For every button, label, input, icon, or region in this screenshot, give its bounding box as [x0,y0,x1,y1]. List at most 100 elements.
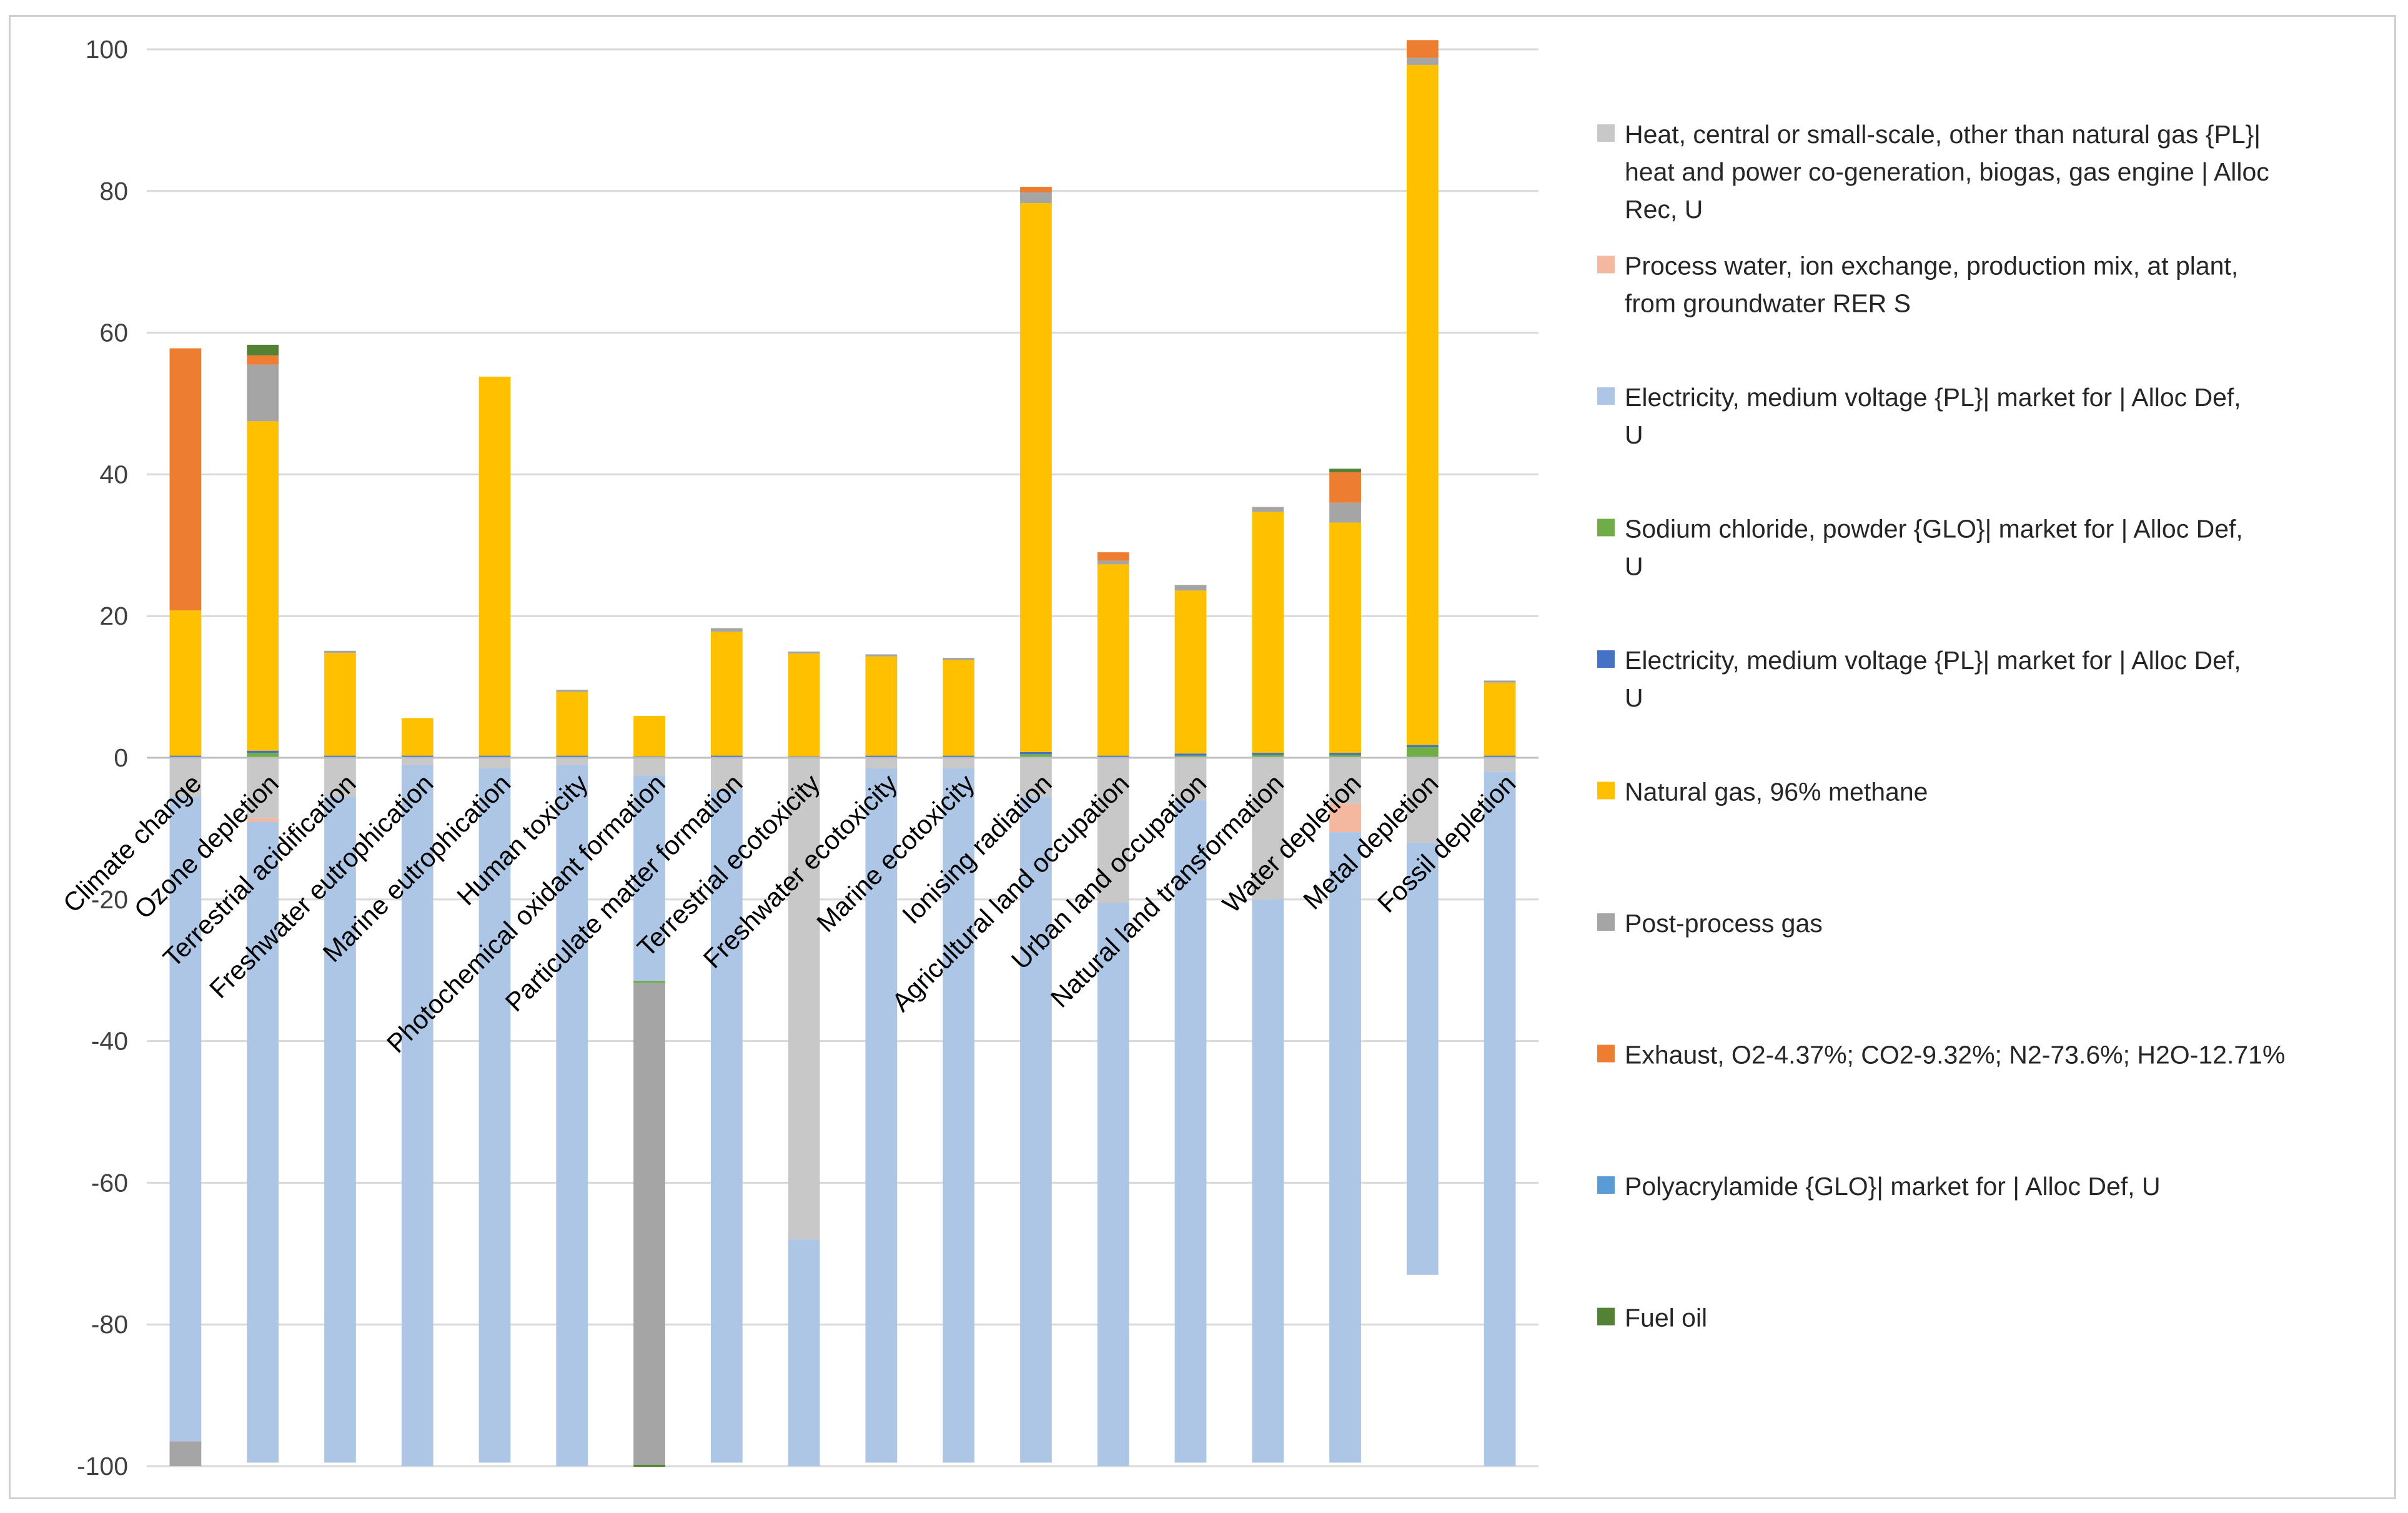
bar-segment [1174,755,1207,758]
bar-segment [169,610,202,756]
legend-label: from groundwater RER S [1625,289,1911,318]
bar-segment [633,981,665,983]
bar-segment [169,796,202,1442]
bar-segment [633,758,665,776]
bar-segment [1329,472,1361,503]
bars [169,40,1516,1467]
y-tick-label: -60 [91,1168,128,1197]
bar-segment [633,1464,665,1467]
bar-segment [710,632,743,756]
y-tick-label: -80 [91,1310,128,1339]
legend-label: heat and power co-generation, biogas, ga… [1625,157,2269,186]
legend-item: Sodium chloride, powder {GLO}| market fo… [1597,515,2243,581]
legend-label: Electricity, medium voltage {PL}| market… [1625,383,2241,412]
bar-segment [1097,758,1129,903]
bar-segment [943,755,975,758]
y-tick-label: 60 [99,319,128,347]
bar-segment [1174,753,1207,756]
bar-segment [1484,755,1516,758]
bar-segment [1329,522,1361,753]
bar-segment [1406,57,1439,65]
bar-segment [247,821,279,1463]
bar-segment [169,758,202,797]
bar-segment [247,355,279,365]
legend-swatch [1597,1044,1615,1063]
bar-segment [710,758,743,790]
bar-segment [1097,564,1129,756]
bar-segment [1097,755,1129,758]
bar-segment [324,755,356,758]
legend-label: Natural gas, 96% methane [1625,778,1928,806]
bar-segment [943,758,975,769]
bar-segment [1020,186,1052,193]
bar-segment [478,758,511,769]
bar-segment [865,758,898,769]
bar-segment [1020,758,1052,797]
legend-item: Electricity, medium voltage {PL}| market… [1597,383,2241,449]
legend-item: Electricity, medium voltage {PL}| market… [1597,646,2241,712]
bar-segment [247,818,279,822]
bar-segment [1174,800,1207,1463]
bar-segment [247,364,279,422]
y-tick-label: -40 [91,1027,128,1056]
bar-segment [1406,745,1439,747]
bar-segment [788,653,820,756]
bar-segment [324,796,356,1463]
legend-label: U [1625,552,1643,581]
bar-segment [1097,903,1129,1466]
bar-segment [1252,899,1284,1463]
legend-label: Electricity, medium voltage {PL}| market… [1625,646,2241,675]
bar-segment [169,348,202,611]
bar-segment [1020,796,1052,1463]
legend-swatch [1597,650,1615,668]
bar-segment [324,758,356,797]
bar-segment [247,758,279,818]
bar-segment [788,651,820,654]
bar-segment [556,755,588,758]
bar-segment [710,790,743,1463]
bar-segment [1406,758,1439,843]
bar-segment [1329,502,1361,523]
bar-segment [710,628,743,632]
bar-segment [1174,590,1207,754]
legend-label: Heat, central or small-scale, other than… [1625,120,2261,149]
bar-segment [1329,469,1361,472]
bar-segment [1252,758,1284,900]
legend-label: Process water, ion exchange, production … [1625,252,2238,280]
bar-segment [556,690,588,692]
bar-segment [1097,552,1129,561]
legend-item: Heat, central or small-scale, other than… [1597,120,2269,224]
legend-label: Polyacrylamide {GLO}| market for | Alloc… [1625,1172,2161,1201]
bar-segment [556,758,588,765]
y-tick-label: 80 [99,177,128,206]
bar-segment [865,755,898,758]
bar-segment [633,716,665,756]
legend-swatch [1597,387,1615,405]
bar-segment [1406,40,1439,58]
bar-segment [324,653,356,756]
bar-segment [788,1239,820,1466]
legend-swatch [1597,913,1615,931]
y-axis: 100 80 60 40 20 0 -20 -40 -60 -80 -100 [77,35,128,1481]
bar-segment [478,768,511,1463]
bar-segment [943,658,975,660]
bar-segment [1252,507,1284,512]
y-tick-label: 40 [99,460,128,489]
legend-swatch [1597,1176,1615,1194]
bar-segment [169,755,202,758]
y-tick-label: 0 [114,743,128,772]
bar-segment [247,753,279,758]
bar-segment [865,654,898,657]
legend-label: Fuel oil [1625,1304,1707,1332]
legend-swatch [1597,124,1615,142]
bar-segment [1484,758,1516,772]
bar-segment [1484,771,1516,1466]
legend-item: Fuel oil [1597,1304,1707,1332]
bar-segment [1020,203,1052,752]
legend-label: U [1625,420,1643,449]
bar-segment [865,656,898,756]
legend-label: Sodium chloride, powder {GLO}| market fo… [1625,515,2243,543]
bar-segment [1252,753,1284,755]
bar-segment [1329,758,1361,804]
